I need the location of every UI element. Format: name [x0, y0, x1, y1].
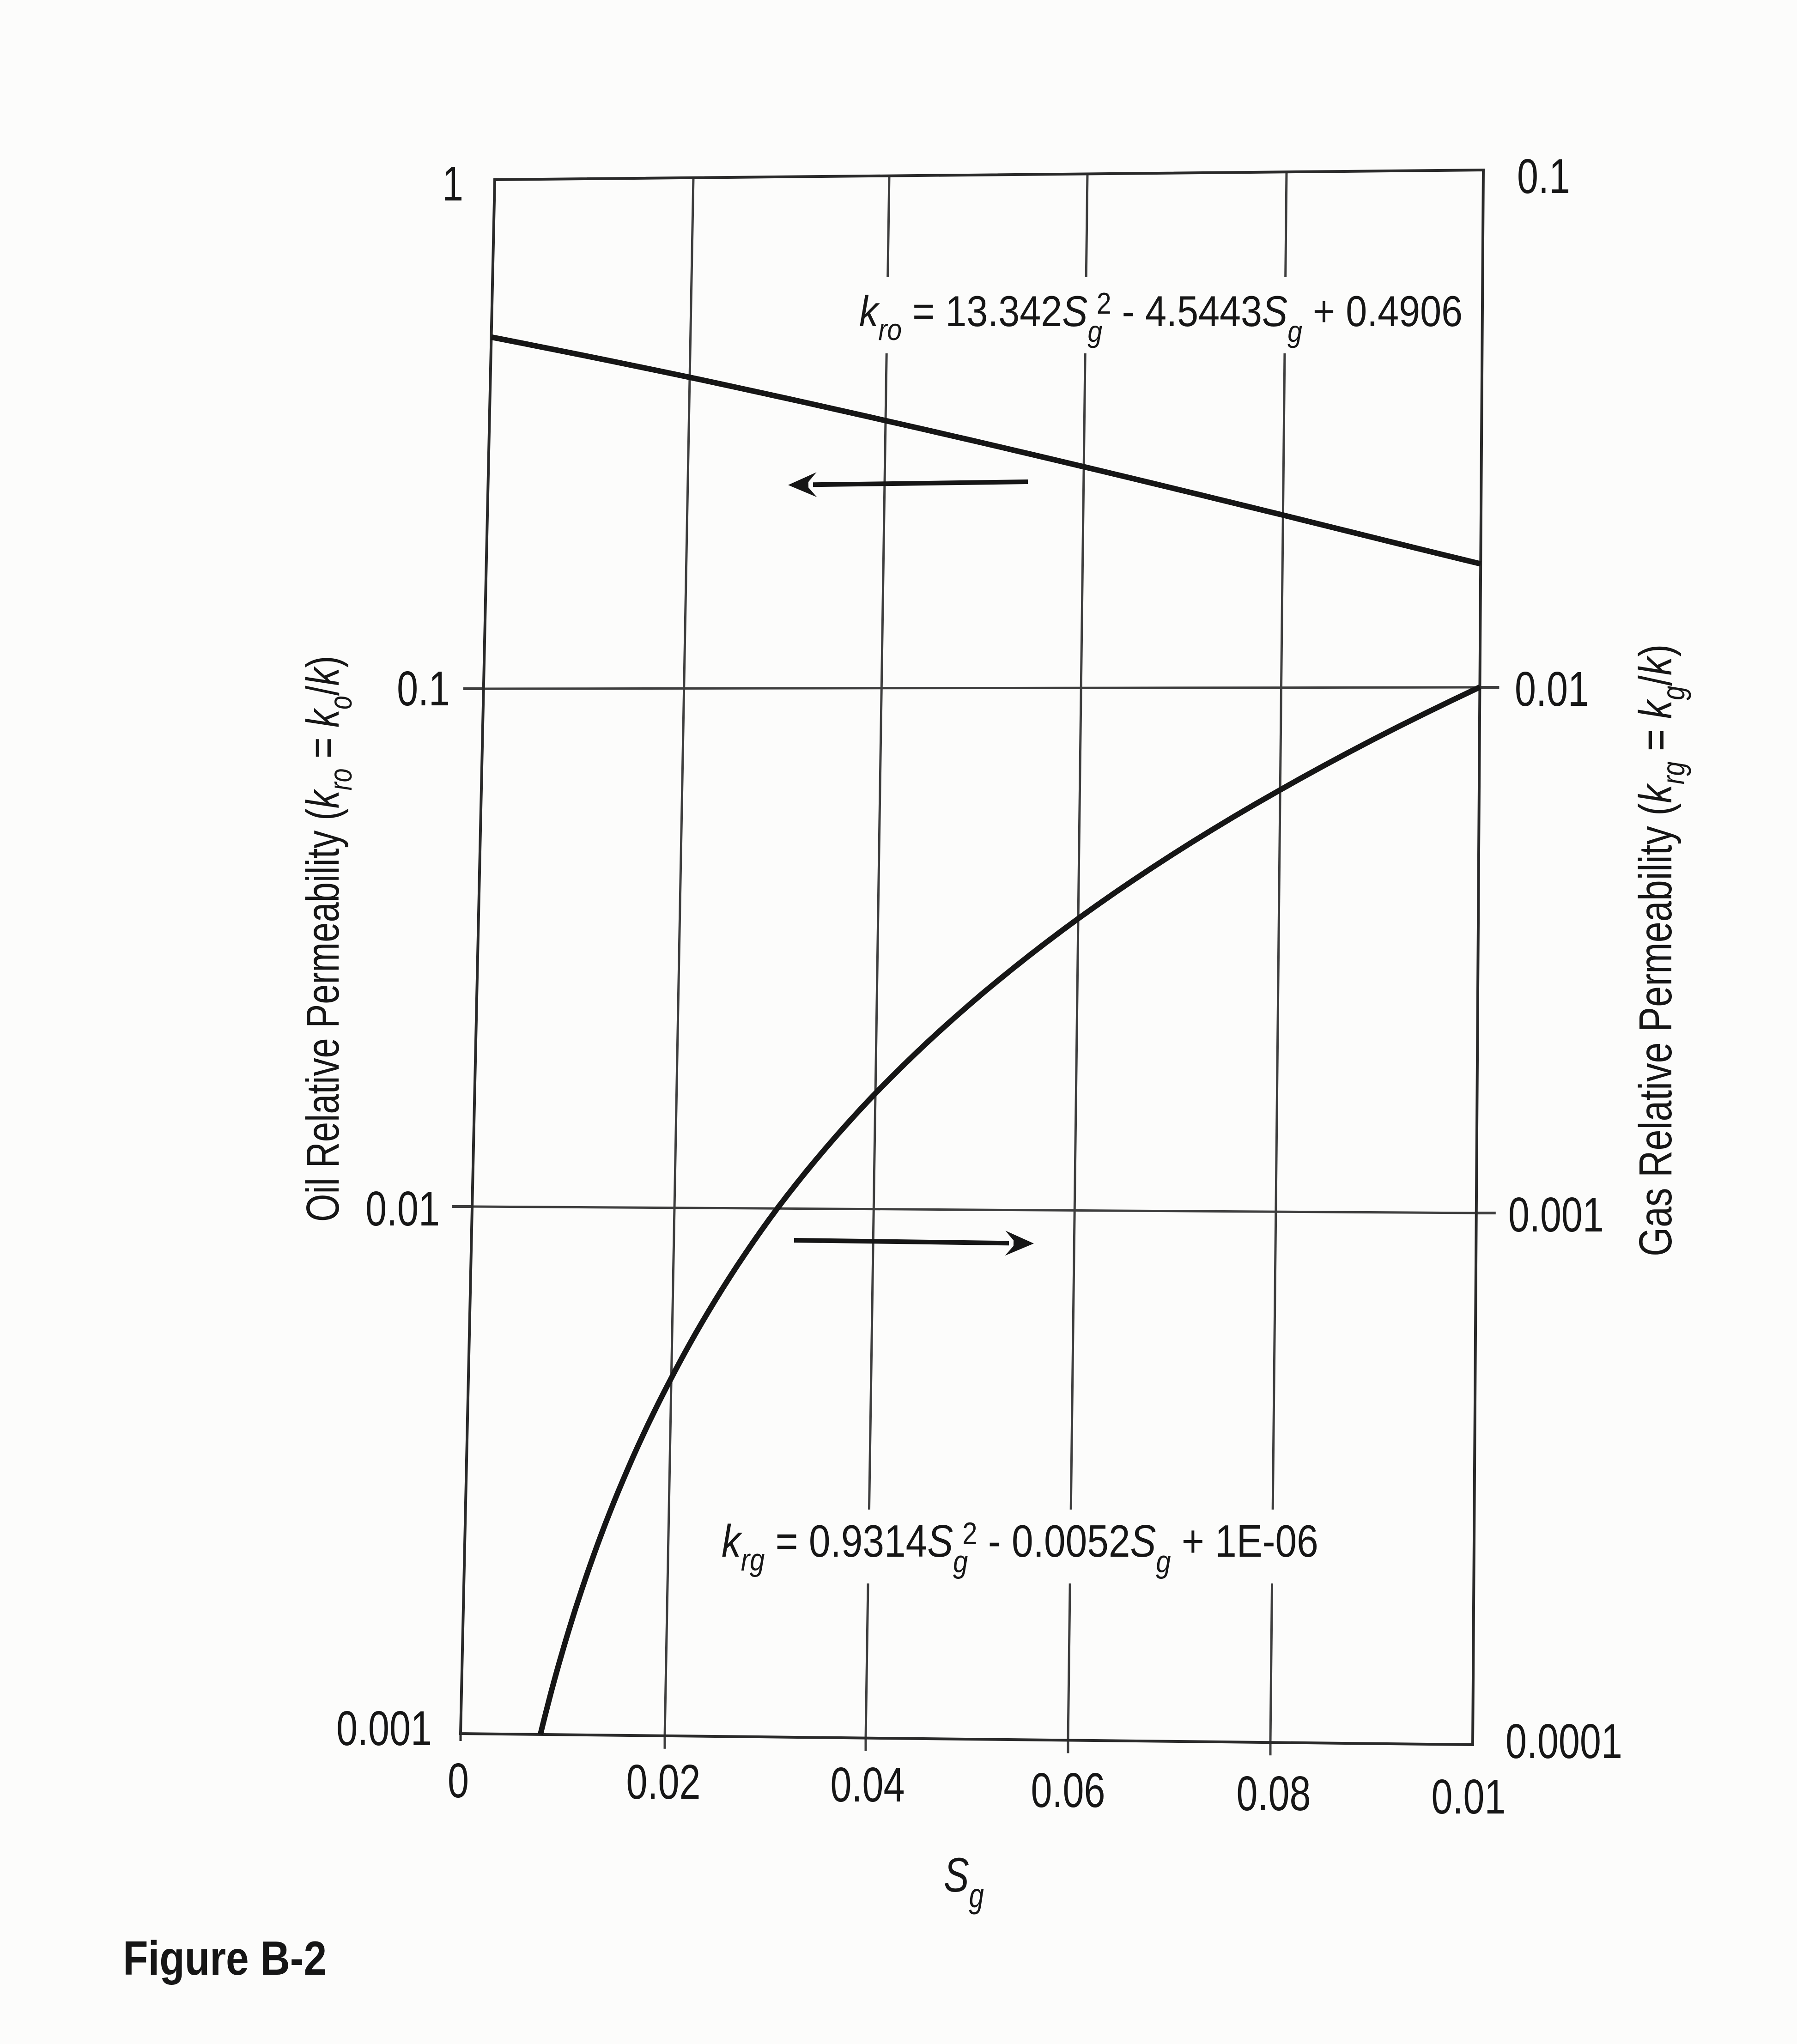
svg-text:0.01: 0.01 — [1515, 662, 1589, 716]
svg-text:0.01: 0.01 — [365, 1182, 440, 1236]
svg-text:Gas Relative Permeability (krg: Gas Relative Permeability (krg = kg/k) — [1630, 644, 1691, 1256]
svg-text:0.06: 0.06 — [1031, 1763, 1105, 1818]
svg-text:kro = 13.342Sg2 - 4.5443Sg + 0: kro = 13.342Sg2 - 4.5443Sg + 0.4906 — [859, 287, 1463, 348]
svg-text:0.08: 0.08 — [1237, 1766, 1311, 1821]
svg-text:Figure B-2: Figure B-2 — [123, 1931, 327, 1985]
svg-text:0.0001: 0.0001 — [1506, 1714, 1622, 1769]
svg-text:0.1: 0.1 — [397, 661, 450, 716]
svg-text:0: 0 — [448, 1753, 469, 1808]
svg-text:0.001: 0.001 — [1508, 1188, 1604, 1242]
svg-text:0.001: 0.001 — [336, 1701, 432, 1756]
svg-text:1: 1 — [442, 157, 463, 211]
svg-text:0.1: 0.1 — [1517, 149, 1570, 204]
svg-text:0.01: 0.01 — [1432, 1770, 1506, 1824]
svg-text:0.02: 0.02 — [626, 1755, 701, 1809]
svg-text:0.04: 0.04 — [831, 1758, 905, 1812]
svg-text:krg = 0.9314Sg2 - 0.0052Sg + 1: krg = 0.9314Sg2 - 0.0052Sg + 1E-06 — [722, 1516, 1318, 1579]
